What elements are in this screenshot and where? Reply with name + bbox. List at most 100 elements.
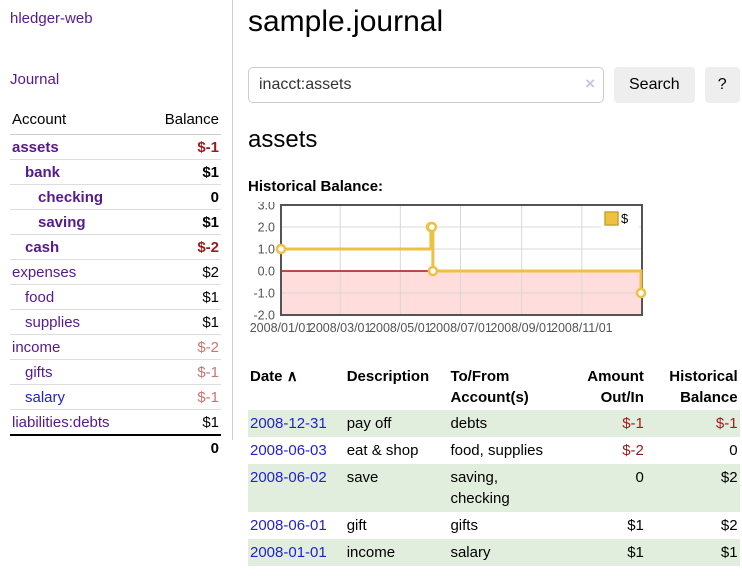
account-balance: $-1 [144, 384, 221, 410]
search-row: × Search ? [248, 67, 740, 103]
x-tick-label: 2008/11/01 [551, 321, 613, 335]
sidebar: hledger-web Journal Account Balance asse… [0, 0, 233, 582]
x-tick-label: 2008/05/01 [369, 321, 432, 335]
main-content: sample.journal × Search ? assets Histori… [233, 0, 742, 582]
register-table-body: 2008-12-31 pay off debts $-1 $-1 2008-06-03 ea… [248, 410, 740, 566]
account-link[interactable]: bank [25, 163, 61, 181]
search-input-wrapper: × [248, 67, 604, 103]
legend-swatch [604, 211, 619, 226]
register-header-amount: Amount Out/In [587, 368, 644, 406]
register-accounts: gifts [450, 517, 478, 534]
sort-ascending-icon: ∧ [286, 368, 298, 385]
account-row: income $-2 [10, 334, 221, 360]
register-row: 2008-06-01 gift gifts $1 $2 [248, 512, 740, 539]
register-balance: $2 [720, 517, 738, 534]
account-column-header: Account [10, 108, 145, 135]
page-title: sample.journal [248, 5, 444, 38]
clear-search-icon[interactable]: × [585, 74, 595, 93]
search-button[interactable]: Search [614, 67, 695, 103]
x-tick-label: 2008/09/01 [490, 321, 553, 335]
register-description: save [344, 464, 449, 512]
register-header-accounts: To/From Account(s) [450, 368, 529, 406]
register-balance: $1 [645, 539, 740, 566]
register-date-link[interactable]: 2008-06-01 [250, 517, 327, 534]
register-description: eat & shop [346, 442, 419, 459]
account-link[interactable]: checking [38, 188, 104, 206]
sidebar-item-journal[interactable]: Journal [10, 71, 60, 88]
account-row: salary $-1 [10, 384, 221, 410]
data-point-marker [427, 265, 439, 277]
account-link[interactable]: salary [25, 388, 66, 406]
help-button[interactable]: ? [704, 67, 740, 103]
register-date-link[interactable]: 2008-06-02 [250, 469, 327, 486]
account-row: cash $-2 [10, 234, 221, 260]
data-point-marker [275, 243, 287, 255]
register-row: 2008-06-03 eat & shop food, supplies $-2 0 [248, 437, 740, 464]
account-balance: $2 [144, 259, 221, 285]
register-header-description: Description [346, 368, 430, 385]
account-link[interactable]: cash [25, 238, 60, 256]
x-tick-label: 2008/07/01 [429, 321, 492, 335]
register-header-row: Date ∧ Description To/From Account(s) Am… [248, 364, 740, 410]
account-balance: $1 [144, 159, 221, 185]
register-row: 2008-12-31 pay off debts $-1 $-1 [248, 410, 740, 437]
balance-column-header: Balance [144, 108, 221, 135]
account-row: saving $1 [10, 209, 221, 235]
register-row: 2008-01-01 income salary $1 $1 [248, 539, 740, 566]
register-amount: $1 [627, 517, 644, 534]
account-balance: 0 [144, 184, 221, 210]
register-header-balance: Historical Balance [669, 368, 738, 406]
y-tick-label: -2.0 [253, 309, 275, 323]
register-date-link[interactable]: 2008-01-01 [250, 544, 327, 561]
y-tick-label: -1.0 [253, 287, 275, 301]
chart-heading: Historical Balance: [248, 178, 384, 195]
account-link[interactable]: liabilities:debts [12, 413, 110, 431]
register-balance: 0 [729, 442, 738, 459]
historical-balance-chart: 3.0 2.0 1.0 0.0 -1.0 -2.0 2008/01/01 2008/03/01… [248, 199, 718, 344]
y-tick-label: 1.0 [258, 243, 275, 257]
legend-label: $ [621, 211, 629, 226]
account-row: bank $1 [10, 159, 221, 185]
account-link[interactable]: assets [12, 138, 59, 156]
account-balance: $-2 [144, 234, 221, 260]
register-date-link[interactable]: 2008-06-03 [250, 442, 327, 459]
accounts-table-body: assets $-1 bank $1 checking 0 saving $1 cash $-2 e… [10, 135, 221, 460]
account-row: checking 0 [10, 184, 221, 210]
account-link[interactable]: supplies [25, 313, 81, 331]
accounts-total-balance: 0 [144, 434, 221, 460]
account-row: supplies $1 [10, 309, 221, 335]
account-row: expenses $2 [10, 259, 221, 285]
register-description: gift [346, 517, 367, 534]
register-amount: $-1 [554, 410, 646, 437]
register-amount: $1 [554, 539, 646, 566]
plot-border [280, 204, 643, 316]
register-description: pay off [344, 410, 449, 437]
account-balance: $1 [144, 309, 221, 335]
data-point-marker [426, 221, 438, 233]
account-balance: $-1 [144, 359, 221, 385]
account-balance: $1 [144, 284, 221, 310]
account-link[interactable]: saving [38, 213, 86, 231]
account-row: assets $-1 [10, 135, 221, 160]
y-tick-label: 0.0 [258, 265, 275, 279]
account-link[interactable]: expenses [12, 263, 77, 281]
register-header-date-label: Date [250, 368, 283, 385]
x-tick-label: 2008/03/01 [309, 321, 372, 335]
account-row: gifts $-1 [10, 359, 221, 385]
register-header-date[interactable]: Date ∧ [248, 364, 345, 410]
accounts-total-row: 0 [10, 434, 221, 460]
app-title-link[interactable]: hledger-web [10, 10, 93, 27]
account-link[interactable]: gifts [25, 363, 53, 381]
accounts-table: Account Balance assets $-1 bank $1 checking 0… [10, 108, 221, 460]
account-heading: assets [248, 126, 318, 153]
account-link[interactable]: food [25, 288, 55, 306]
sidebar-divider [232, 0, 233, 440]
account-row: liabilities:debts $1 [10, 409, 221, 435]
register-accounts: food, supplies [450, 442, 544, 459]
register-date-link[interactable]: 2008-12-31 [250, 415, 327, 432]
account-link[interactable]: income [12, 338, 61, 356]
register-table: Date ∧ Description To/From Account(s) Am… [248, 364, 740, 566]
account-balance: $1 [144, 209, 221, 235]
search-input[interactable] [248, 67, 604, 103]
register-balance: $2 [645, 464, 740, 512]
